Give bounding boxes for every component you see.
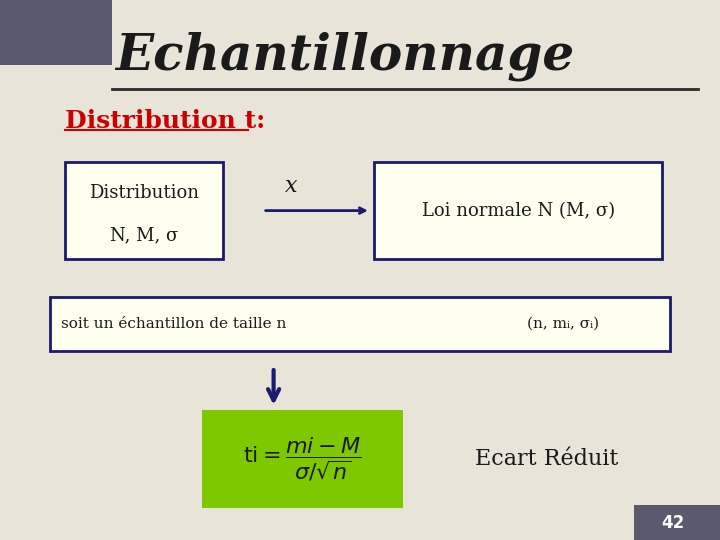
Text: $\mathrm{ti} = \dfrac{mi - M}{\sigma/\sqrt{n}}$: $\mathrm{ti} = \dfrac{mi - M}{\sigma/\sq… <box>243 435 361 483</box>
Text: Distribution: Distribution <box>89 184 199 202</box>
Text: Echantillonnage: Echantillonnage <box>115 32 575 82</box>
Bar <box>634 505 720 540</box>
Bar <box>0 0 112 65</box>
FancyBboxPatch shape <box>202 410 403 508</box>
FancyBboxPatch shape <box>374 162 662 259</box>
Text: Ecart Réduit: Ecart Réduit <box>475 448 618 470</box>
Text: N, M, σ: N, M, σ <box>110 226 178 244</box>
Text: (n, mᵢ, σᵢ): (n, mᵢ, σᵢ) <box>527 317 599 331</box>
FancyBboxPatch shape <box>50 297 670 351</box>
Text: soit un échantillon de taille n: soit un échantillon de taille n <box>61 317 287 331</box>
Text: Loi normale N (M, σ): Loi normale N (M, σ) <box>422 201 615 220</box>
Text: 42: 42 <box>662 514 685 532</box>
Text: Distribution t:: Distribution t: <box>65 110 265 133</box>
Text: x: x <box>285 176 298 197</box>
FancyBboxPatch shape <box>65 162 223 259</box>
